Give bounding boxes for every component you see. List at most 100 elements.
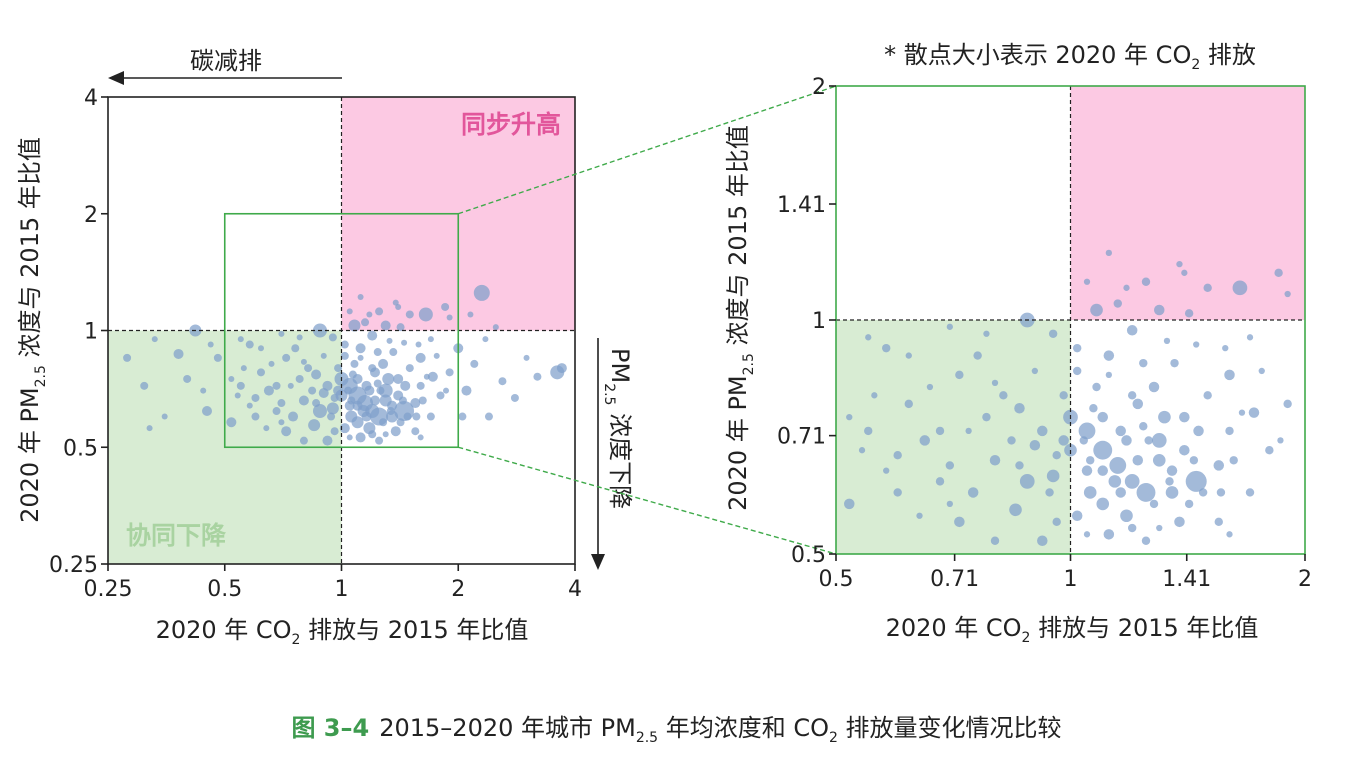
overview-city-point	[350, 359, 359, 368]
zoom-city-point	[1139, 358, 1148, 368]
zoom-city-point	[1092, 382, 1101, 392]
zoom-city-point	[965, 427, 972, 435]
caption-text: 2015–2020 年城市 PM2.5 年均浓度和 CO2 排放量变化情况比较	[379, 714, 1062, 746]
zoom-city-point	[1089, 404, 1098, 413]
overview-city-point	[386, 407, 395, 416]
overview-city-point	[299, 436, 308, 445]
zoom-city-point	[1136, 482, 1156, 502]
zoom-city-point	[1029, 440, 1041, 451]
overview-city-point	[272, 407, 281, 416]
overview-city-point	[417, 434, 424, 441]
zoom-x-tick-label: 0.5	[819, 567, 854, 592]
zoom-city-point	[1132, 455, 1144, 466]
zoom-city-point	[1232, 280, 1248, 296]
overview-city-point	[416, 381, 425, 390]
overview-city-point	[398, 396, 407, 405]
figure-number: 图 3–4	[291, 714, 370, 742]
zoom-city-point	[1103, 529, 1115, 540]
zoom-city-point	[1184, 309, 1194, 318]
overview-city-point	[320, 352, 327, 359]
overview-city-point	[393, 373, 404, 384]
zoom-city-point	[871, 392, 878, 399]
overview-y-axis-label: 2020 年 PM2.5 浓度与 2015 年比值	[16, 137, 49, 523]
overview-city-point	[382, 372, 395, 385]
overview-city-point	[304, 364, 313, 373]
overview-city-point	[328, 333, 337, 342]
overview-y-ticks: 0.25 0.5 1 2 4	[49, 86, 108, 578]
zoom-city-point	[1166, 465, 1178, 476]
zoom-city-point	[1151, 433, 1167, 448]
zoom-city-point	[1203, 283, 1212, 293]
overview-city-point	[461, 385, 472, 396]
zoom-city-point	[1139, 422, 1148, 431]
overview-city-point	[375, 436, 384, 445]
overview-x-tick-label: 2	[451, 577, 465, 602]
overview-city-point	[441, 302, 450, 311]
zoom-city-point	[1148, 381, 1160, 393]
overview-city-point	[291, 344, 300, 353]
overview-city-point	[382, 431, 389, 438]
zoom-city-point	[1127, 523, 1137, 533]
overview-city-point	[403, 412, 412, 421]
overview-city-point	[357, 354, 364, 361]
overview-city-point	[418, 307, 433, 322]
overview-x-tick-label: 4	[568, 577, 582, 602]
overview-city-point	[326, 402, 339, 415]
overview-city-point	[369, 395, 380, 406]
zoom-city-point	[1127, 391, 1137, 400]
zoom-city-point	[904, 399, 913, 409]
zoom-y-ticks: 0.5 0.71 1 1.41 2	[777, 75, 836, 568]
zoom-city-point	[1226, 531, 1233, 538]
overview-city-point	[308, 386, 317, 395]
overview-city-point	[312, 399, 321, 408]
zoom-city-point	[1189, 456, 1199, 465]
overview-city-point	[339, 423, 350, 434]
zoom-city-point	[1225, 426, 1234, 436]
zoom-city-point	[1213, 460, 1225, 471]
zoom-city-point	[1154, 304, 1165, 316]
overview-city-point	[257, 345, 264, 352]
overview-city-point	[334, 364, 343, 373]
zoom-city-point	[1214, 517, 1223, 527]
overview-city-point	[330, 427, 339, 436]
pm-decline-arrow	[591, 338, 605, 570]
overview-city-point	[295, 374, 304, 383]
zoom-city-point	[999, 391, 1008, 400]
zoom-city-point	[846, 413, 853, 421]
overview-city-point	[246, 402, 253, 409]
zoom-city-point	[916, 512, 923, 519]
zoom-city-point	[1105, 371, 1112, 379]
zoom-city-point	[1203, 391, 1212, 400]
overview-city-point	[390, 426, 401, 437]
size-legend-note: * 散点大小表示 2020 年 CO2 排放	[884, 41, 1256, 73]
zoom-city-point	[935, 426, 945, 436]
overview-city-point	[278, 330, 285, 337]
zoom-x-tick-label: 2	[1298, 567, 1312, 592]
overview-city-point	[340, 351, 349, 360]
zoom-city-point	[1086, 456, 1095, 465]
zoom-city-point	[967, 487, 979, 498]
zoom-city-point	[1179, 444, 1190, 456]
overview-city-point	[277, 399, 286, 408]
zoom-city-point	[1277, 437, 1284, 444]
zoom-city-point	[1115, 425, 1126, 437]
overview-city-point	[484, 412, 493, 421]
zoom-city-point	[1072, 366, 1082, 376]
overview-city-point	[523, 354, 530, 361]
overview-city-point	[380, 320, 391, 331]
zoom-city-point	[983, 330, 990, 337]
overview-city-point	[405, 364, 414, 373]
overview-city-point	[352, 400, 363, 411]
zoom-city-point	[1176, 260, 1183, 268]
zoom-city-point	[1283, 399, 1292, 409]
overview-city-point	[207, 341, 214, 348]
zoom-city-point	[1156, 524, 1163, 532]
zoom-city-point	[1265, 445, 1274, 455]
zoom-x-tick-label: 0.71	[930, 567, 979, 592]
overview-city-point	[123, 353, 132, 362]
zoom-city-point	[1248, 407, 1260, 418]
zoom-x-axis-label: 2020 年 CO2 排放与 2015 年比值	[886, 614, 1259, 646]
zoom-city-point	[946, 500, 953, 508]
overview-city-point	[308, 419, 321, 432]
overview-city-point	[340, 340, 349, 349]
